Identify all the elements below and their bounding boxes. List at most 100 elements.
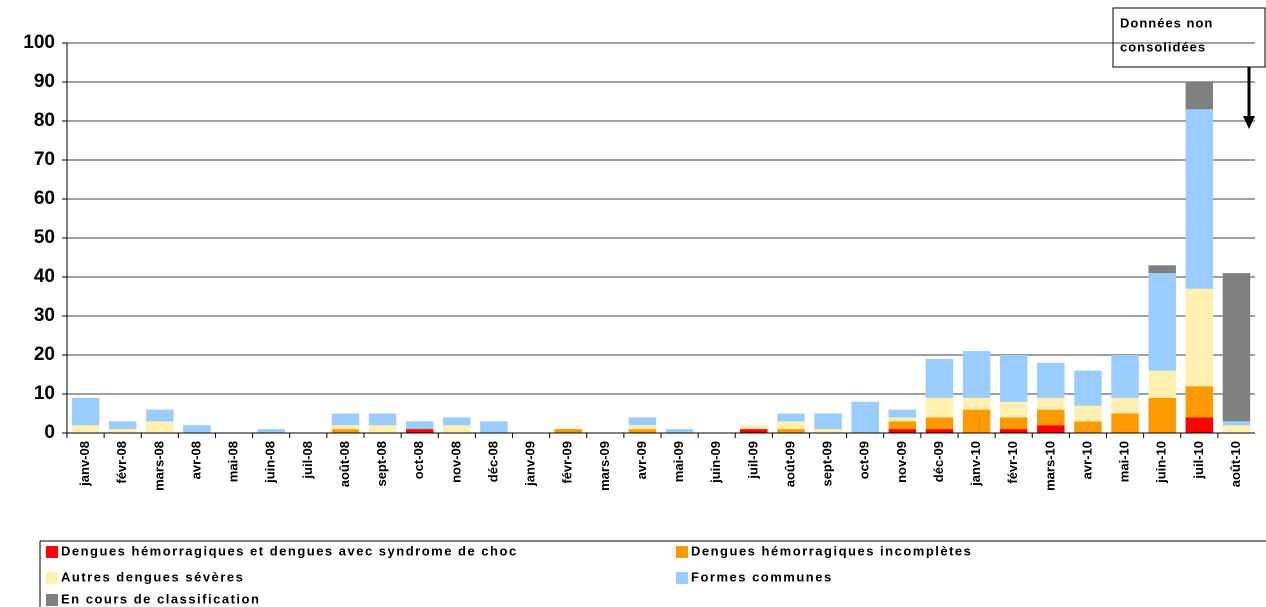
bar-segment xyxy=(480,421,508,433)
bar-segment xyxy=(108,421,137,430)
annotation-box xyxy=(1112,7,1266,68)
bar-segment xyxy=(146,409,174,422)
bar-segment xyxy=(1111,413,1139,433)
bar-segment xyxy=(1185,82,1214,110)
x-tick-label: sept-08 xyxy=(374,441,389,487)
bar-segment xyxy=(405,429,434,433)
bar-segment xyxy=(628,425,657,430)
bar-segment xyxy=(888,429,917,433)
bar-segment xyxy=(368,413,397,426)
bar-segment xyxy=(1222,273,1251,422)
x-tick-label: févr-10 xyxy=(1005,441,1020,484)
bar-segment xyxy=(1074,405,1102,422)
bar-segment xyxy=(999,429,1028,433)
x-tick-label: mai-10 xyxy=(1117,441,1132,482)
x-tick-label: nov-09 xyxy=(894,441,909,483)
x-tick-label: févr-09 xyxy=(560,441,575,484)
bar-segment xyxy=(71,397,100,426)
x-tick-label: déc-09 xyxy=(931,441,946,482)
legend-label: Autres dengues sévères xyxy=(61,569,244,584)
bar-segment xyxy=(1148,397,1176,433)
x-tick-label: nov-08 xyxy=(448,441,463,483)
annotation: Données non xyxy=(1120,15,1213,30)
bar-segment xyxy=(665,429,694,433)
bar-segment xyxy=(1037,397,1065,410)
bar-segment xyxy=(71,425,100,433)
bar-segment xyxy=(554,429,582,433)
bar-segment xyxy=(1148,265,1176,274)
bar-segment xyxy=(740,429,768,433)
bar-segment xyxy=(628,429,657,433)
legend-swatch xyxy=(676,572,688,584)
x-tick-label: sept-09 xyxy=(820,441,835,487)
x-tick-label: juin-10 xyxy=(1154,441,1169,484)
y-tick-label: 60 xyxy=(34,188,55,209)
y-tick-label: 50 xyxy=(34,227,55,248)
bar-segment xyxy=(331,429,360,433)
bar-segment xyxy=(925,417,954,430)
x-tick-label: janv-10 xyxy=(968,441,983,487)
bar-segment xyxy=(777,429,805,433)
x-tick-label: janv-09 xyxy=(523,441,538,487)
bar-segment xyxy=(1222,421,1251,426)
bar-segment xyxy=(999,401,1028,418)
y-tick-label: 30 xyxy=(34,305,55,326)
bar-segment xyxy=(1037,425,1065,433)
bar-segment xyxy=(331,425,360,430)
bar-segment xyxy=(1185,288,1214,387)
bar-segment xyxy=(628,417,657,426)
annotation: consolidées xyxy=(1120,39,1206,54)
bar-segment xyxy=(1074,421,1102,433)
legend-swatch xyxy=(46,546,58,558)
bar-segment xyxy=(1222,425,1251,433)
bar-segment xyxy=(1074,370,1102,406)
x-tick-label: août-10 xyxy=(1228,441,1243,487)
y-tick-label: 100 xyxy=(23,32,55,53)
bar-segment xyxy=(962,409,991,433)
x-tick-label: avr-10 xyxy=(1079,441,1094,479)
bar-segment xyxy=(999,417,1028,430)
x-tick-label: oct-08 xyxy=(411,441,426,479)
bar-segment xyxy=(1148,273,1176,371)
bar-segment xyxy=(1148,370,1176,398)
bar-segment xyxy=(888,417,917,422)
bar-segment xyxy=(183,425,211,433)
bar-segment xyxy=(740,425,768,430)
y-tick-label: 0 xyxy=(44,422,55,443)
x-tick-label: janv-08 xyxy=(77,441,92,487)
bar-segment xyxy=(405,421,434,430)
bar-segment xyxy=(443,425,471,433)
bar-segment xyxy=(962,397,991,410)
bar-segment xyxy=(814,429,842,433)
x-tick-label: mars-09 xyxy=(597,441,612,491)
legend-label: Dengues hémorragiques incomplètes xyxy=(691,543,972,558)
bar-segment xyxy=(146,421,174,433)
bar-segment xyxy=(888,421,917,430)
x-tick-label: août-08 xyxy=(337,441,352,487)
bar-segment xyxy=(1185,109,1214,289)
legend-label: Formes communes xyxy=(691,569,833,584)
bar-segment xyxy=(777,413,805,422)
bar-segment xyxy=(777,421,805,430)
legend-label: Dengues hémorragiques et dengues avec sy… xyxy=(61,543,518,558)
x-tick-label: mars-10 xyxy=(1042,441,1057,491)
bar-segment xyxy=(368,425,397,433)
y-tick-label: 80 xyxy=(34,110,55,131)
x-tick-label: août-09 xyxy=(782,441,797,487)
bar-segment xyxy=(1037,362,1065,398)
bar-segment xyxy=(925,429,954,433)
x-tick-label: févr-08 xyxy=(114,441,129,484)
bar-segment xyxy=(925,397,954,418)
bar-segment xyxy=(331,413,360,426)
legend-swatch xyxy=(46,594,58,606)
bar-segment xyxy=(1111,355,1139,398)
y-tick-label: 20 xyxy=(34,344,55,365)
x-tick-label: avr-09 xyxy=(634,441,649,479)
x-tick-label: oct-09 xyxy=(857,441,872,479)
y-tick-label: 10 xyxy=(34,383,55,404)
x-tick-label: mai-09 xyxy=(671,441,686,482)
bar-segment xyxy=(1185,417,1214,433)
x-tick-label: juin-09 xyxy=(708,441,723,484)
legend-label: En cours de classification xyxy=(61,591,260,606)
